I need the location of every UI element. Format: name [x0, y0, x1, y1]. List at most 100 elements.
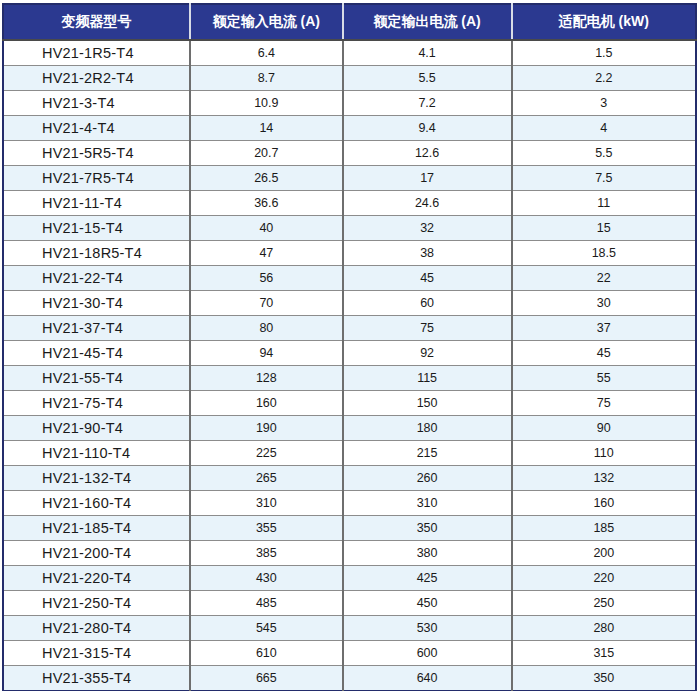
table-row: HV21-75-T416015075	[3, 391, 696, 416]
value-cell: 17	[343, 166, 512, 191]
value-cell: 530	[343, 616, 512, 641]
model-cell: HV21-280-T4	[3, 616, 190, 641]
model-cell: HV21-90-T4	[3, 416, 190, 441]
table-row: HV21-45-T4949245	[3, 341, 696, 366]
value-cell: 315	[512, 641, 696, 666]
value-cell: 250	[512, 591, 696, 616]
value-cell: 56	[190, 266, 342, 291]
value-cell: 8.7	[190, 66, 342, 91]
value-cell: 14	[190, 116, 342, 141]
value-cell: 2.2	[512, 66, 696, 91]
value-cell: 485	[190, 591, 342, 616]
model-cell: HV21-18R5-T4	[3, 241, 190, 266]
inverter-spec-page: 变频器型号额定输入电流 (A)额定输出电流 (A)适配电机 (kW) HV21-…	[0, 0, 699, 691]
value-cell: 55	[512, 366, 696, 391]
table-row: HV21-200-T4385380200	[3, 541, 696, 566]
value-cell: 10.9	[190, 91, 342, 116]
value-cell: 220	[512, 566, 696, 591]
table-row: HV21-1R5-T46.44.11.5	[3, 40, 696, 66]
model-cell: HV21-1R5-T4	[3, 40, 190, 66]
value-cell: 200	[512, 541, 696, 566]
table-row: HV21-55-T412811555	[3, 366, 696, 391]
model-cell: HV21-2R2-T4	[3, 66, 190, 91]
model-cell: HV21-75-T4	[3, 391, 190, 416]
table-body: HV21-1R5-T46.44.11.5HV21-2R2-T48.75.52.2…	[3, 40, 696, 691]
value-cell: 24.6	[343, 191, 512, 216]
column-header-3: 适配电机 (kW)	[512, 4, 696, 40]
table-row: HV21-7R5-T426.5177.5	[3, 166, 696, 191]
model-cell: HV21-200-T4	[3, 541, 190, 566]
value-cell: 4.1	[343, 40, 512, 66]
model-cell: HV21-4-T4	[3, 116, 190, 141]
model-cell: HV21-5R5-T4	[3, 141, 190, 166]
value-cell: 11	[512, 191, 696, 216]
model-cell: HV21-11-T4	[3, 191, 190, 216]
value-cell: 180	[343, 416, 512, 441]
table-head: 变频器型号额定输入电流 (A)额定输出电流 (A)适配电机 (kW)	[3, 4, 696, 40]
table-row: HV21-18R5-T4473818.5	[3, 241, 696, 266]
value-cell: 1.5	[512, 40, 696, 66]
value-cell: 425	[343, 566, 512, 591]
value-cell: 18.5	[512, 241, 696, 266]
value-cell: 60	[343, 291, 512, 316]
value-cell: 38	[343, 241, 512, 266]
value-cell: 350	[512, 666, 696, 691]
model-cell: HV21-110-T4	[3, 441, 190, 466]
value-cell: 132	[512, 466, 696, 491]
value-cell: 665	[190, 666, 342, 691]
value-cell: 110	[512, 441, 696, 466]
value-cell: 37	[512, 316, 696, 341]
table-row: HV21-5R5-T420.712.65.5	[3, 141, 696, 166]
value-cell: 640	[343, 666, 512, 691]
table-row: HV21-315-T4610600315	[3, 641, 696, 666]
value-cell: 6.4	[190, 40, 342, 66]
table-row: HV21-355-T4665640350	[3, 666, 696, 691]
model-cell: HV21-3-T4	[3, 91, 190, 116]
value-cell: 5.5	[343, 66, 512, 91]
value-cell: 280	[512, 616, 696, 641]
value-cell: 7.5	[512, 166, 696, 191]
value-cell: 32	[343, 216, 512, 241]
model-cell: HV21-22-T4	[3, 266, 190, 291]
model-cell: HV21-45-T4	[3, 341, 190, 366]
value-cell: 7.2	[343, 91, 512, 116]
value-cell: 545	[190, 616, 342, 641]
value-cell: 80	[190, 316, 342, 341]
value-cell: 75	[343, 316, 512, 341]
model-cell: HV21-160-T4	[3, 491, 190, 516]
table-row: HV21-280-T4545530280	[3, 616, 696, 641]
value-cell: 160	[512, 491, 696, 516]
model-cell: HV21-37-T4	[3, 316, 190, 341]
table-row: HV21-132-T4265260132	[3, 466, 696, 491]
model-cell: HV21-220-T4	[3, 566, 190, 591]
table-row: HV21-220-T4430425220	[3, 566, 696, 591]
value-cell: 5.5	[512, 141, 696, 166]
model-cell: HV21-250-T4	[3, 591, 190, 616]
value-cell: 30	[512, 291, 696, 316]
table-row: HV21-11-T436.624.611	[3, 191, 696, 216]
model-cell: HV21-15-T4	[3, 216, 190, 241]
model-cell: HV21-55-T4	[3, 366, 190, 391]
model-cell: HV21-30-T4	[3, 291, 190, 316]
column-header-0: 变频器型号	[3, 4, 190, 40]
value-cell: 12.6	[343, 141, 512, 166]
table-row: HV21-22-T4564522	[3, 266, 696, 291]
value-cell: 70	[190, 291, 342, 316]
value-cell: 40	[190, 216, 342, 241]
value-cell: 92	[343, 341, 512, 366]
value-cell: 310	[343, 491, 512, 516]
inverter-spec-table: 变频器型号额定输入电流 (A)额定输出电流 (A)适配电机 (kW) HV21-…	[2, 3, 697, 691]
table-row: HV21-110-T4225215110	[3, 441, 696, 466]
value-cell: 20.7	[190, 141, 342, 166]
model-cell: HV21-7R5-T4	[3, 166, 190, 191]
value-cell: 310	[190, 491, 342, 516]
table-row: HV21-4-T4149.44	[3, 116, 696, 141]
table-row: HV21-185-T4355350185	[3, 516, 696, 541]
value-cell: 45	[343, 266, 512, 291]
value-cell: 430	[190, 566, 342, 591]
value-cell: 610	[190, 641, 342, 666]
value-cell: 385	[190, 541, 342, 566]
value-cell: 185	[512, 516, 696, 541]
value-cell: 350	[343, 516, 512, 541]
value-cell: 36.6	[190, 191, 342, 216]
